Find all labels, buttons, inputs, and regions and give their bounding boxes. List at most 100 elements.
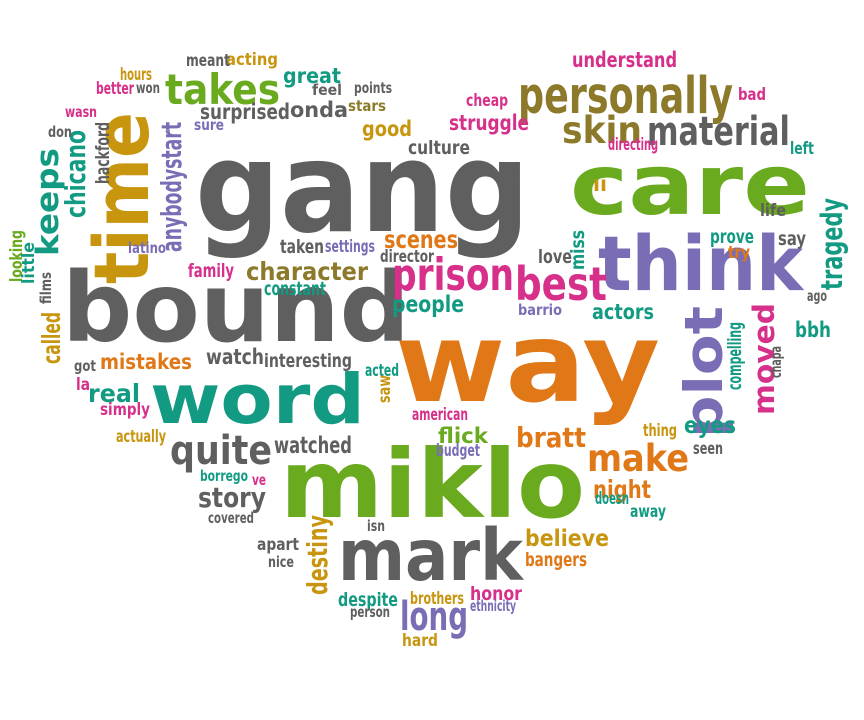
word-good: good — [362, 117, 413, 141]
word-skin: skin — [562, 108, 642, 152]
word-budget: budget — [436, 440, 481, 460]
word-watched: watched — [274, 433, 352, 459]
word-long: long — [400, 594, 469, 640]
word-bad: bad — [738, 84, 767, 104]
word-ve: ve — [252, 472, 267, 489]
word-night: night — [593, 475, 652, 504]
word-person: person — [350, 604, 391, 621]
word-think: think — [598, 220, 803, 308]
word-cheap: cheap — [466, 90, 509, 110]
word-material: material — [647, 109, 790, 155]
word-quite: quite — [170, 428, 273, 474]
word-sure: sure — [194, 117, 224, 134]
word-destiny: destiny — [303, 515, 334, 595]
word-family: family — [188, 260, 235, 282]
word-despite: despite — [338, 589, 398, 611]
word-won: won — [136, 80, 160, 97]
word-latino: latino — [128, 240, 167, 257]
word-onda: onda — [290, 98, 349, 122]
word-bangers: bangers — [525, 549, 588, 571]
word-better: better — [96, 78, 135, 98]
word-way: way — [395, 300, 661, 428]
word-gang: gang — [195, 114, 530, 261]
word-make: make — [587, 436, 690, 480]
word-settings: settings — [325, 236, 375, 256]
word-meant: meant — [186, 50, 230, 70]
word-feel: feel — [312, 82, 343, 99]
word-compelling: compelling — [724, 322, 746, 390]
word-keeps: keeps — [30, 148, 66, 256]
word-brothers: brothers — [410, 588, 464, 608]
word-bbh: bbh — [795, 318, 832, 342]
word-chicano: chicano — [61, 130, 92, 218]
word-personally: personally — [518, 66, 734, 125]
word-story: story — [198, 483, 266, 514]
word-points: points — [354, 80, 393, 97]
word-life: life — [760, 200, 786, 220]
word-prison: prison — [392, 250, 514, 301]
word-la: la — [76, 374, 91, 394]
word-doesn: doesn — [595, 488, 630, 508]
word-hackford: hackford — [92, 121, 114, 184]
word-stars: stars — [348, 98, 387, 115]
word-actors: actors — [592, 300, 655, 324]
word-great: great — [283, 64, 342, 88]
word-acted: acted — [365, 360, 399, 380]
word-struggle: struggle — [449, 111, 529, 135]
word-honor: honor — [470, 583, 522, 605]
word-simply: simply — [100, 399, 150, 419]
word-word: word — [150, 361, 365, 440]
word-little: little — [18, 241, 38, 284]
word-borrego: borrego — [200, 468, 249, 485]
word-isn: isn — [367, 518, 386, 535]
word-scenes: scenes — [384, 225, 459, 254]
word-miklo: miklo — [280, 430, 586, 540]
word-acting: acting — [226, 49, 278, 69]
word-surprised: surprised — [200, 100, 290, 124]
word-taken: taken — [280, 236, 324, 258]
word-chapa: chapa — [768, 346, 785, 378]
word-ethnicity: ethnicity — [470, 598, 517, 615]
word-covered: covered — [208, 510, 254, 527]
word-believe: believe — [525, 526, 610, 552]
word-try: try — [728, 242, 751, 262]
word-seen: seen — [693, 438, 723, 458]
word-real: real — [88, 379, 140, 408]
word-hours: hours — [120, 64, 152, 84]
word-actually: actually — [116, 426, 167, 446]
word-left: left — [790, 138, 814, 158]
word-takes: takes — [165, 65, 281, 114]
word-saw: saw — [374, 374, 394, 403]
word-miss: miss — [567, 230, 589, 270]
word-bound: bound — [62, 251, 411, 364]
word-care: care — [570, 136, 810, 234]
word-constant: constant — [264, 278, 327, 300]
word-got: got — [74, 358, 97, 375]
word-best: best — [515, 257, 607, 311]
word-watch: watch — [206, 345, 265, 369]
word-anybodystart: anybodystart — [157, 121, 188, 253]
word-ago: ago — [807, 288, 827, 305]
word-away: away — [630, 501, 666, 521]
word-films: films — [38, 271, 55, 304]
word-barrio: barrio — [518, 302, 562, 319]
word-understand: understand — [572, 48, 678, 72]
word-bratt: bratt — [516, 423, 587, 454]
word-eyes: eyes — [684, 413, 737, 439]
word-wasn: wasn — [65, 104, 98, 121]
word-interesting: interesting — [264, 350, 352, 372]
word-flick: flick — [438, 424, 489, 448]
word-apart: apart — [257, 534, 299, 554]
word-ll: ll — [593, 178, 608, 195]
word-don: don — [48, 124, 73, 141]
word-director: director — [380, 246, 434, 266]
word-mistakes: mistakes — [100, 350, 192, 374]
word-say: say — [778, 228, 807, 250]
word-character: character — [246, 257, 369, 286]
word-prove: prove — [710, 226, 755, 248]
word-directing: directing — [608, 134, 659, 154]
word-thing: thing — [643, 420, 677, 440]
word-mark: mark — [338, 514, 523, 597]
word-culture: culture — [408, 137, 471, 159]
word-people: people — [392, 292, 465, 318]
